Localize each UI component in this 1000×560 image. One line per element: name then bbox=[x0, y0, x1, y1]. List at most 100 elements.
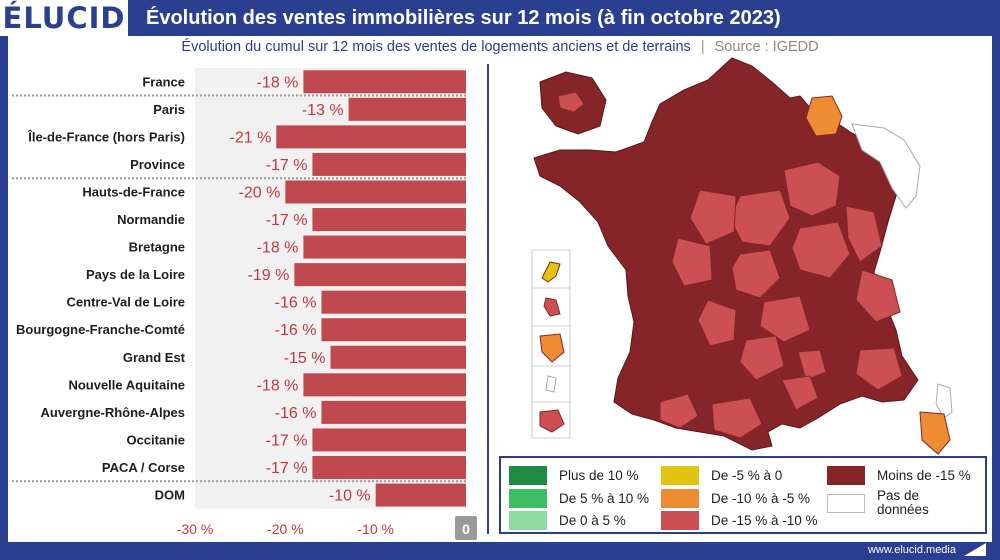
legend-swatch bbox=[509, 511, 547, 530]
map-dept-light bbox=[783, 161, 841, 217]
dom-reunion bbox=[539, 409, 565, 433]
category-label: Normandie bbox=[117, 212, 185, 227]
legend-swatch bbox=[509, 466, 547, 485]
tick-label: -20 % bbox=[267, 521, 304, 537]
legend-label: Pas de données bbox=[877, 488, 929, 517]
map-dept-light bbox=[855, 347, 903, 391]
page-title: Évolution des ventes immobilières sur 12… bbox=[146, 7, 781, 29]
source-text: Source : IGEDD bbox=[714, 39, 819, 55]
bar bbox=[321, 400, 466, 424]
category-label: Bretagne bbox=[129, 240, 185, 255]
subtitle-separator: | bbox=[700, 39, 705, 55]
category-label: Province bbox=[130, 157, 185, 172]
footer-url[interactable]: www.elucid.media bbox=[867, 544, 956, 556]
legend-swatch bbox=[509, 489, 547, 508]
legend-swatch bbox=[661, 466, 699, 485]
bar bbox=[321, 290, 466, 314]
category-label: Auvergne-Rhône-Alpes bbox=[41, 405, 185, 420]
map-dept-light bbox=[711, 397, 763, 439]
legend-label: De 5 % à 10 % bbox=[559, 490, 650, 506]
legend-label: De 0 à 5 % bbox=[559, 512, 626, 528]
bar bbox=[303, 70, 466, 94]
value-label: -21 % bbox=[230, 129, 272, 146]
bar bbox=[312, 152, 466, 176]
map-corsica-south bbox=[919, 411, 951, 455]
bar bbox=[276, 125, 466, 149]
legend-item: Moins de -15 % bbox=[827, 466, 971, 485]
value-label: -13 % bbox=[302, 102, 344, 119]
map-dept-light bbox=[759, 295, 811, 343]
value-label: -17 % bbox=[266, 212, 308, 229]
legend-label: Moins de -15 % bbox=[877, 467, 971, 483]
value-label: -17 % bbox=[266, 432, 308, 449]
category-label: Grand Est bbox=[123, 350, 186, 365]
map-dept-light bbox=[697, 299, 737, 347]
panel-divider bbox=[487, 64, 489, 534]
category-label: Île-de-France (hors Paris) bbox=[27, 129, 185, 144]
category-label: Nouvelle Aquitaine bbox=[68, 377, 185, 392]
value-label: -16 % bbox=[275, 405, 317, 422]
dom-guadeloupe bbox=[541, 261, 561, 283]
dom-insets bbox=[531, 249, 571, 439]
map-no-data-east bbox=[851, 123, 921, 209]
elucid-mark-icon bbox=[964, 543, 986, 556]
subtitle: Évolution du cumul sur 12 mois des vente… bbox=[8, 38, 992, 56]
category-label: DOM bbox=[155, 488, 185, 503]
bar bbox=[348, 97, 466, 121]
value-label: -17 % bbox=[266, 460, 308, 477]
bar bbox=[312, 455, 466, 479]
category-label: Hauts-de-France bbox=[82, 184, 185, 199]
legend-item: De 0 à 5 % bbox=[509, 511, 626, 530]
legend-swatch bbox=[661, 511, 699, 530]
value-label: -18 % bbox=[257, 377, 299, 394]
tick-label: -10 % bbox=[357, 521, 394, 537]
value-label: -17 % bbox=[266, 157, 308, 174]
category-label: Occitanie bbox=[126, 432, 185, 447]
bar bbox=[330, 345, 466, 369]
bar bbox=[294, 263, 466, 287]
map-dept-light bbox=[739, 335, 785, 381]
tick-label: 0 bbox=[462, 521, 470, 537]
subtitle-text: Évolution du cumul sur 12 mois des vente… bbox=[181, 39, 691, 55]
map-dept-light bbox=[797, 349, 827, 381]
value-label: -10 % bbox=[329, 488, 371, 505]
map-dept-light bbox=[845, 205, 883, 263]
map-corsica-north bbox=[935, 383, 953, 419]
legend-item: De -15 % à -10 % bbox=[661, 511, 818, 530]
bar bbox=[303, 235, 466, 259]
bar bbox=[303, 373, 466, 397]
legend-item: De -10 % à -5 % bbox=[661, 489, 810, 508]
value-label: -19 % bbox=[248, 267, 290, 284]
value-label: -18 % bbox=[257, 74, 299, 91]
value-label: -18 % bbox=[257, 240, 299, 257]
value-label: -16 % bbox=[275, 322, 317, 339]
map-dept-light bbox=[731, 249, 781, 299]
legend-item: De -5 % à 0 bbox=[661, 466, 782, 485]
map-dept-light bbox=[689, 189, 737, 245]
elucid-logo: ÉLUCID bbox=[0, 0, 128, 36]
map-legend: Plus de 10 % De 5 % à 10 % De 0 à 5 % De -5… bbox=[499, 456, 987, 534]
category-label: PACA / Corse bbox=[102, 460, 185, 475]
bar bbox=[321, 318, 466, 342]
zero-tick-box bbox=[455, 516, 477, 540]
value-label: -16 % bbox=[275, 295, 317, 312]
bar bbox=[312, 208, 466, 232]
dom-guyane bbox=[539, 333, 565, 363]
legend-item: Plus de 10 % bbox=[509, 466, 639, 485]
map-paris-inset bbox=[557, 91, 585, 113]
category-label: France bbox=[142, 74, 185, 89]
value-label: -20 % bbox=[239, 184, 281, 201]
legend-item: Pas de données bbox=[827, 489, 929, 517]
map-dept-light bbox=[659, 393, 699, 429]
legend-swatch bbox=[827, 466, 865, 485]
legend-label: De -15 % à -10 % bbox=[711, 512, 818, 528]
map-dept-ardennes bbox=[805, 95, 843, 137]
category-label: Bourgogne-Franche-Comté bbox=[16, 322, 185, 337]
bar bbox=[375, 483, 466, 507]
legend-label: De -10 % à -5 % bbox=[711, 490, 811, 506]
category-label: Pays de la Loire bbox=[86, 267, 185, 282]
legend-label: Plus de 10 % bbox=[559, 467, 639, 483]
dom-martinique bbox=[543, 297, 561, 317]
